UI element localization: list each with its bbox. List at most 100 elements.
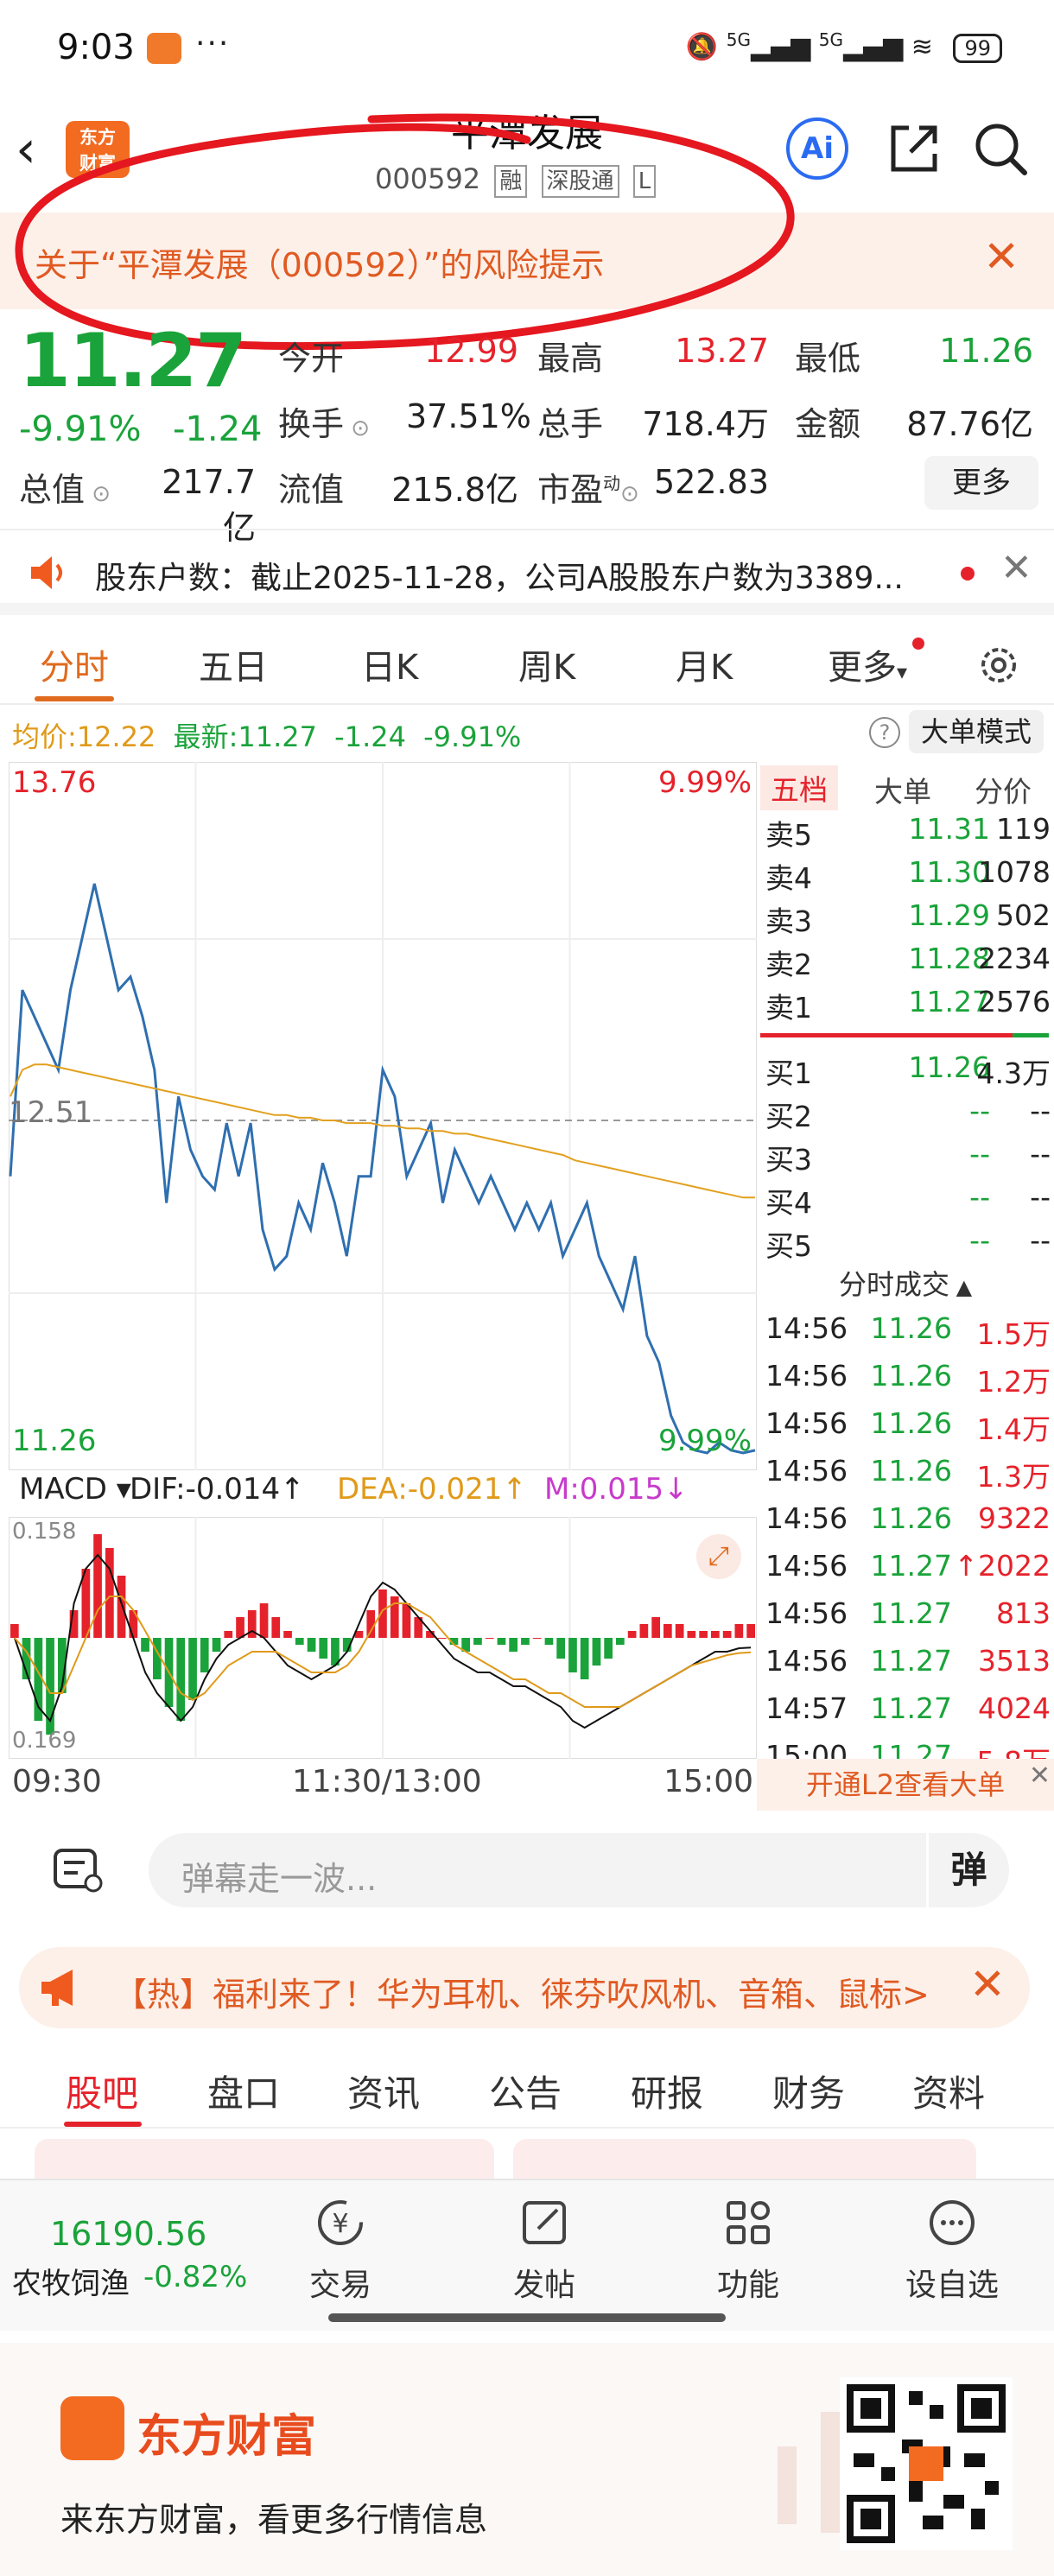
macd-bar — [259, 1603, 269, 1638]
home-indicator[interactable] — [328, 2313, 726, 2322]
field-amount-label: 金额 — [795, 405, 861, 443]
app-notification-icon — [147, 33, 181, 64]
ask-label: 卖5 — [765, 818, 812, 852]
nav-add-watchlist[interactable]: 设自选 — [883, 2192, 1021, 2305]
nav-trade[interactable]: ¥ 交易 — [271, 2192, 410, 2305]
ask-label: 卖3 — [765, 904, 812, 938]
trade-volume: 1.2万 — [976, 1365, 1051, 1399]
danmu-toggle-button[interactable]: 弹 — [926, 1833, 1009, 1907]
info-icon[interactable]: ⊙ — [344, 416, 371, 441]
ask-price: 11.29 — [908, 898, 990, 932]
sector-index-value[interactable]: 16190.56 — [50, 2215, 207, 2253]
info-icon[interactable]: ⊙ — [620, 481, 639, 507]
share-icon[interactable] — [885, 119, 943, 178]
back-icon[interactable]: ‹ — [16, 119, 36, 180]
trades-title[interactable]: 分时成交 ▲ — [838, 1268, 973, 1301]
macd-bar — [521, 1638, 530, 1645]
price-axis-max: 13.76 — [12, 765, 97, 800]
macd-bar — [224, 1631, 233, 1638]
trade-row: 14:56 11.27 813 — [760, 1596, 1051, 1638]
nav-post[interactable]: 发帖 — [475, 2192, 613, 2305]
trade-time: 14:57 — [765, 1691, 848, 1725]
gear-icon[interactable] — [975, 641, 1023, 689]
more-fields-button[interactable]: 更多 — [924, 456, 1038, 510]
l2-upgrade-banner[interactable]: 开通L2查看大单 ✕ — [757, 1759, 1054, 1811]
field-turnover-value: 37.51% — [406, 397, 531, 435]
close-icon[interactable]: ✕ — [983, 232, 1019, 282]
ask-label: 卖4 — [765, 861, 812, 895]
speaker-icon — [31, 556, 62, 589]
macd-bar — [734, 1624, 744, 1638]
tab-monthly-k[interactable]: 月K — [676, 648, 733, 688]
tab-five-day[interactable]: 五日 — [199, 648, 268, 688]
tab-weekly-k[interactable]: 周K — [518, 648, 576, 688]
macd-bar — [141, 1638, 149, 1652]
field-pe-value: 522.83 — [654, 463, 769, 501]
danmu-settings-icon[interactable] — [50, 1845, 105, 1895]
indicator-selector[interactable]: MACD ▾ — [19, 1472, 131, 1507]
wifi-icon: ≋ — [911, 32, 933, 62]
intraday-chart[interactable]: 13.76 9.99% 12.51 11.26 9.99% — [9, 762, 757, 1470]
nav-functions[interactable]: 功能 — [679, 2192, 817, 2305]
danmu-placeholder[interactable]: 弹幕走一波... — [181, 1860, 378, 1898]
tab-five-levels[interactable]: 五档 — [760, 765, 838, 810]
bid-row: 买3 -- -- — [760, 1137, 1051, 1178]
battery-icon: 99 — [953, 34, 1002, 63]
avg-price-label: 均价: — [12, 720, 77, 753]
macd-bar — [544, 1638, 554, 1645]
tab-financials[interactable]: 财务 — [772, 2072, 846, 2115]
holder-notice-text[interactable]: 股东户数：截止2025-11-28，公司A股股东户数为3389... — [95, 561, 904, 596]
l2-upgrade-text[interactable]: 开通L2查看大单 — [805, 1768, 1006, 1801]
nav-post-label: 发帖 — [512, 2268, 575, 2303]
trade-volume: 1.3万 — [976, 1460, 1051, 1494]
sector-name[interactable]: 农牧饲渔 — [12, 2267, 130, 2301]
macd-bar — [675, 1624, 684, 1638]
tab-pankou[interactable]: 盘口 — [207, 2072, 281, 2115]
close-icon[interactable]: ✕ — [969, 1959, 1006, 2009]
tab-announcements[interactable]: 公告 — [489, 2072, 562, 2115]
close-icon[interactable]: ✕ — [1028, 1761, 1051, 1791]
help-icon[interactable]: ? — [869, 717, 900, 748]
bid-volume: -- — [1030, 1180, 1051, 1214]
triangle-up-icon: ▲ — [949, 1275, 973, 1299]
trade-price: 11.27 — [870, 1644, 952, 1678]
macd-bar — [532, 1638, 542, 1639]
sector-change[interactable]: -0.82% — [143, 2260, 248, 2294]
logo-text-1: 东方 — [79, 127, 116, 148]
tab-intraday[interactable]: 分时 — [40, 648, 109, 688]
tab-big-orders[interactable]: 大单 — [874, 775, 931, 809]
bid-label: 买4 — [765, 1186, 812, 1220]
search-icon[interactable] — [971, 119, 1030, 178]
big-order-mode-button[interactable]: 大单模式 — [909, 710, 1044, 753]
macd-chart[interactable]: 0.158 0.169 — [8, 1516, 758, 1760]
bid-price: -- — [969, 1180, 990, 1214]
info-icon[interactable]: ⊙ — [85, 481, 111, 507]
risk-warning-text[interactable]: 关于“平潭发展（000592）”的风险提示 — [35, 246, 605, 284]
tab-research[interactable]: 研报 — [631, 2072, 704, 2115]
macd-bar — [188, 1638, 197, 1700]
expand-chart-icon[interactable]: ⤢ — [696, 1534, 741, 1579]
risk-warning-banner[interactable]: 关于“平潭发展（000592）”的风险提示 ✕ — [0, 213, 1054, 309]
macd-bar — [22, 1638, 31, 1679]
tab-guba[interactable]: 股吧 — [66, 2072, 139, 2115]
tab-news[interactable]: 资讯 — [347, 2072, 421, 2115]
field-float-label: 流值 — [278, 471, 345, 509]
promo-text[interactable]: 【热】福利来了！华为耳机、徕芬吹风机、音箱、鼠标> — [114, 1976, 930, 2014]
trade-volume: 1.4万 — [976, 1412, 1051, 1446]
macd-bar — [236, 1617, 244, 1638]
time-axis: 09:30 11:30/13:00 15:00 — [9, 1759, 757, 1807]
active-tab-underline — [64, 2122, 142, 2127]
tab-price-dist[interactable]: 分价 — [975, 775, 1032, 809]
bid-volume: -- — [1030, 1137, 1051, 1171]
nav-trade-label: 交易 — [308, 2268, 371, 2303]
tab-daily-k[interactable]: 日K — [361, 648, 419, 688]
close-icon[interactable]: ✕ — [1000, 546, 1032, 590]
tab-profile[interactable]: 资料 — [912, 2072, 986, 2115]
promo-banner[interactable]: 【热】福利来了！华为耳机、徕芬吹风机、音箱、鼠标> ✕ — [19, 1947, 1030, 2028]
danmu-input[interactable] — [149, 1833, 1009, 1907]
qr-code-icon[interactable] — [840, 2377, 1013, 2550]
ai-assistant-button[interactable]: Ai — [786, 117, 848, 180]
tab-more[interactable]: 更多▾ — [828, 648, 908, 688]
content-tabs: 股吧 盘口 资讯 公告 研报 财务 资料 — [0, 2042, 1054, 2129]
holder-notice-bar[interactable]: 股东户数：截止2025-11-28，公司A股股东户数为3389... ✕ — [0, 529, 1054, 615]
